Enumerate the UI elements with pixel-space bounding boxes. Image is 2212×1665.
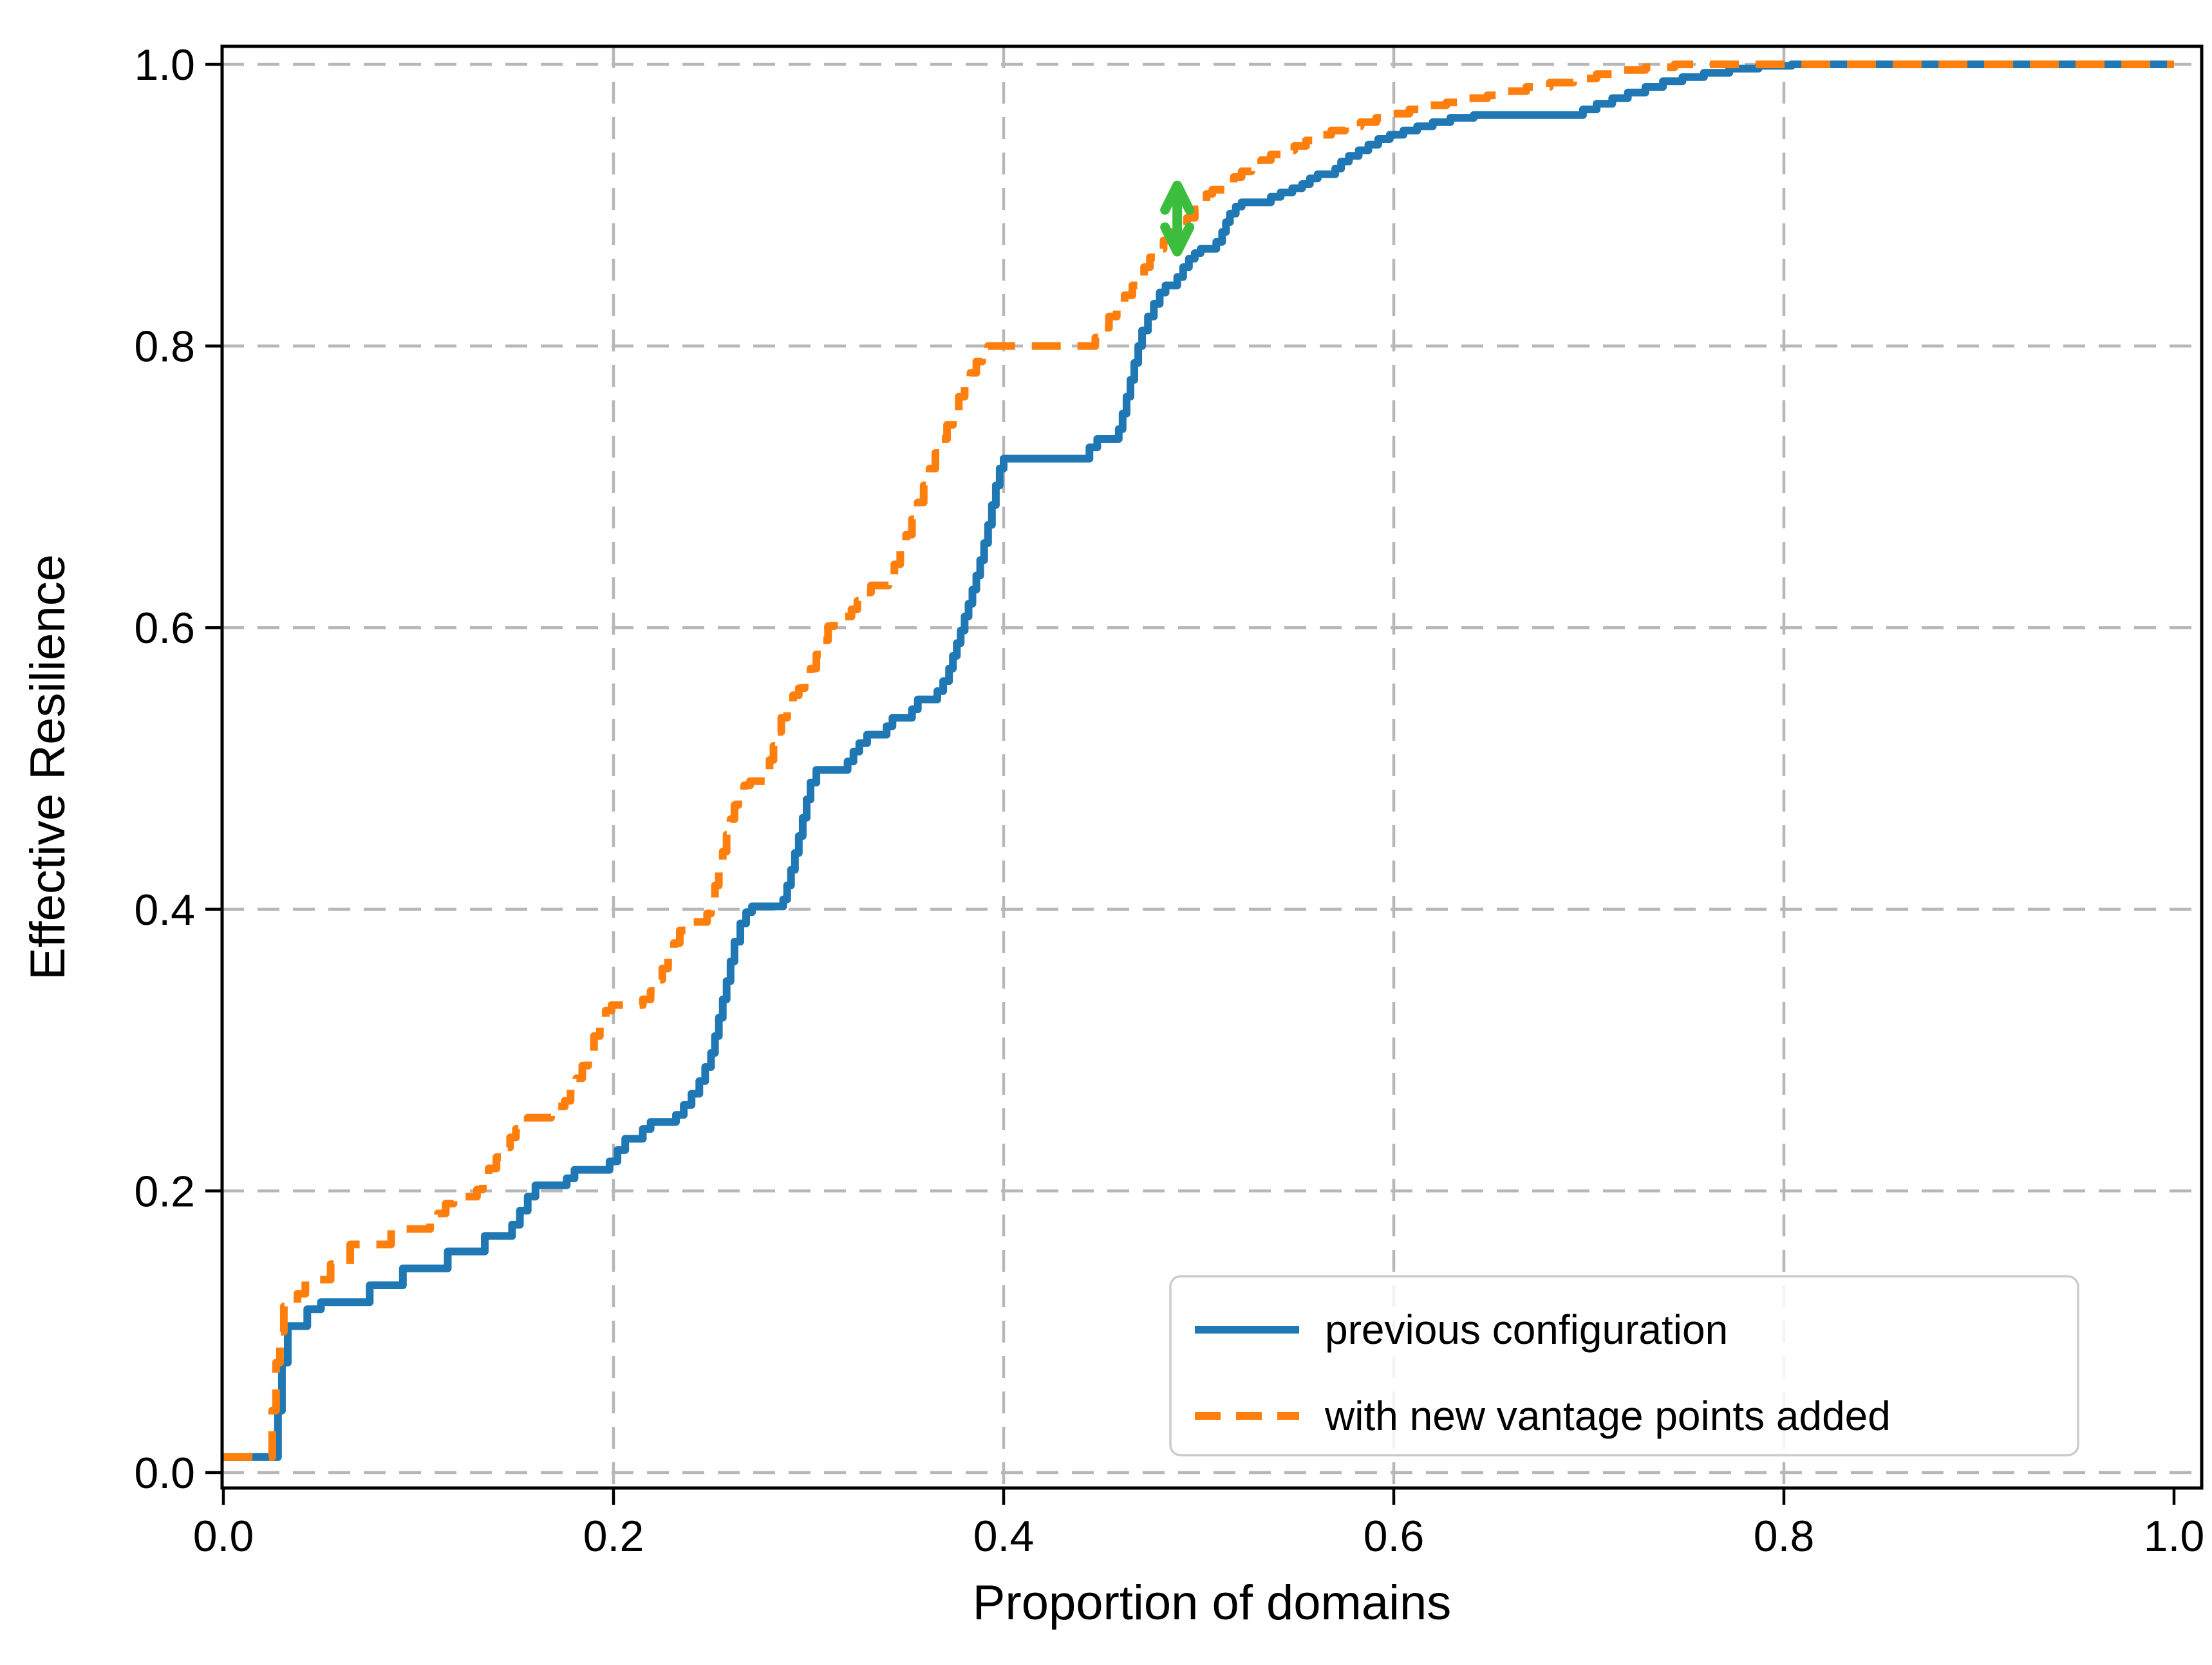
legend-box [1169, 1275, 2079, 1456]
y-axis-title: Effective Resilience [21, 554, 75, 980]
arrow-head-down [1160, 222, 1195, 257]
legend-label: with new vantage points added [1324, 1393, 1891, 1439]
x-axis: 0.0 0.2 0.4 0.6 0.8 1.0 [193, 1488, 2205, 1561]
y-tick-label: 0.2 [134, 1167, 195, 1216]
y-tick-label: 0.0 [134, 1449, 195, 1498]
legend: previous configuration with new vantage p… [1169, 1275, 2079, 1456]
plot-grid [222, 46, 2202, 1488]
x-tick-label: 0.8 [1754, 1512, 1815, 1561]
x-tick-label: 0.0 [193, 1512, 254, 1561]
series-line-with-new-vantage-points-added [223, 60, 2174, 1461]
y-tick-label: 0.4 [134, 886, 195, 935]
improvement-gap-arrow [1160, 180, 1195, 257]
x-tick-label: 0.4 [973, 1512, 1035, 1561]
y-tick-label: 0.6 [134, 604, 195, 653]
legend-label: previous configuration [1325, 1307, 1728, 1353]
y-tick-label: 0.8 [134, 322, 195, 371]
arrow-head-up [1160, 180, 1195, 215]
x-tick-label: 1.0 [2144, 1512, 2205, 1561]
axes-frame [220, 44, 2204, 1490]
x-tick-label: 0.2 [583, 1512, 644, 1561]
x-axis-title: Proportion of domains [973, 1576, 1452, 1630]
x-tick-label: 0.6 [1364, 1512, 1425, 1561]
y-axis: 0.0 0.2 0.4 0.6 0.8 1.0 [134, 41, 222, 1498]
y-tick-label: 1.0 [134, 41, 195, 89]
series-line-previous-configuration [223, 60, 2174, 1461]
